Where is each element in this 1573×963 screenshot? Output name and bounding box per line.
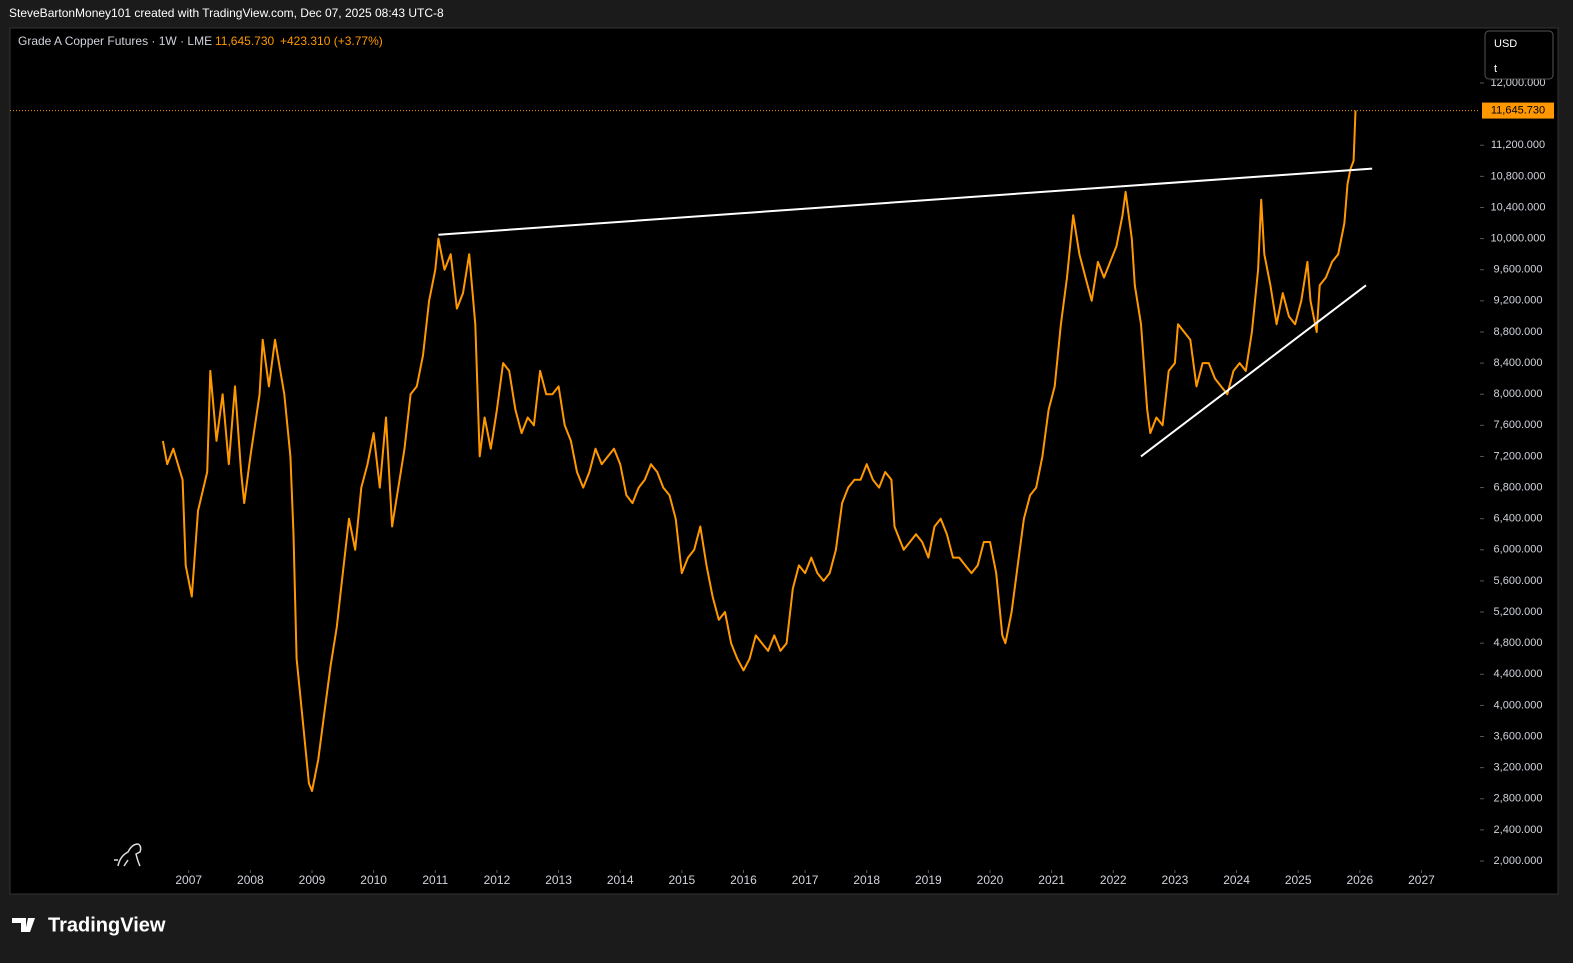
y-tick-label: 6,000.000 [1494,544,1543,556]
y-tick-label: 10,000.000 [1490,233,1545,245]
price-line [161,110,1357,792]
y-tick-label: 4,000.000 [1494,699,1543,711]
plot-area [9,27,1559,895]
legend-title: Grade A Copper Futures · 1W · LME [18,34,212,48]
y-tick-label: 7,600.000 [1494,419,1543,431]
x-tick-label: 2023 [1162,873,1189,887]
y-tick-label: 5,600.000 [1494,575,1543,587]
x-tick-label: 2015 [668,873,695,887]
x-tick-label: 2016 [730,873,757,887]
y-tick-label: 10,800.000 [1490,170,1545,182]
x-tick-label: 2025 [1285,873,1312,887]
x-tick-label: 2013 [545,873,572,887]
currency-box [1484,30,1554,80]
legend-price: 11,645.730 [215,34,274,48]
unit: t [1494,63,1497,75]
x-tick-label: 2007 [175,873,202,887]
x-tick-label: 2022 [1100,873,1127,887]
header-text: SteveBartonMoney101 created with Trading… [9,6,444,20]
y-tick-label: 2,800.000 [1494,793,1543,805]
y-tick-label: 6,400.000 [1494,513,1543,525]
x-tick-label: 2024 [1223,873,1250,887]
x-tick-label: 2021 [1038,873,1065,887]
y-tick-label: 10,400.000 [1490,201,1545,213]
last-price-label: 11,645.730 [1491,104,1545,116]
y-tick-label: 6,800.000 [1494,481,1543,493]
y-tick-label: 4,800.000 [1494,637,1543,649]
y-tick-label: 8,400.000 [1494,357,1543,369]
logo-icon [114,843,142,867]
legend-change: +423.310 (+3.77%) [280,34,383,48]
y-tick-label: 2,400.000 [1494,824,1543,836]
x-tick-label: 2017 [792,873,819,887]
x-tick-label: 2012 [484,873,511,887]
y-tick-label: 3,600.000 [1494,730,1543,742]
x-tick-label: 2027 [1408,873,1435,887]
x-tick-label: 2026 [1346,873,1373,887]
y-tick-label: 3,200.000 [1494,762,1543,774]
y-tick-label: 2,000.000 [1494,855,1543,867]
x-tick-label: 2019 [915,873,942,887]
y-tick-label: 11,200.000 [1491,139,1545,151]
brand-mark [12,918,35,932]
y-tick-label: 7,200.000 [1494,450,1543,462]
trendline [1140,284,1367,458]
x-tick-label: 2018 [853,873,880,887]
brand-logo: TradingView [12,914,166,936]
y-tick-label: 12,000.000 [1490,77,1545,89]
trendline [438,167,1373,236]
y-tick-label: 8,800.000 [1494,326,1543,338]
x-tick-label: 2010 [360,873,387,887]
last-price-tag [1482,102,1554,119]
plot: 2,000.000 2,400.000 2,800.000 3,200.000 3,60… [10,77,1554,887]
y-tick-label: 4,400.000 [1494,668,1543,680]
x-tick-label: 2020 [977,873,1004,887]
x-tick-label: 2011 [422,873,448,887]
brand-name: TradingView [48,914,166,936]
currency: USD [1494,38,1517,50]
y-tick-label: 5,200.000 [1494,606,1543,618]
y-tick-label: 9,200.000 [1494,295,1543,307]
x-tick-label: 2008 [237,873,264,887]
y-tick-label: 9,600.000 [1494,264,1543,276]
x-tick-label: 2014 [607,873,634,887]
y-tick-label: 8,000.000 [1494,388,1543,400]
x-tick-label: 2009 [299,873,326,887]
